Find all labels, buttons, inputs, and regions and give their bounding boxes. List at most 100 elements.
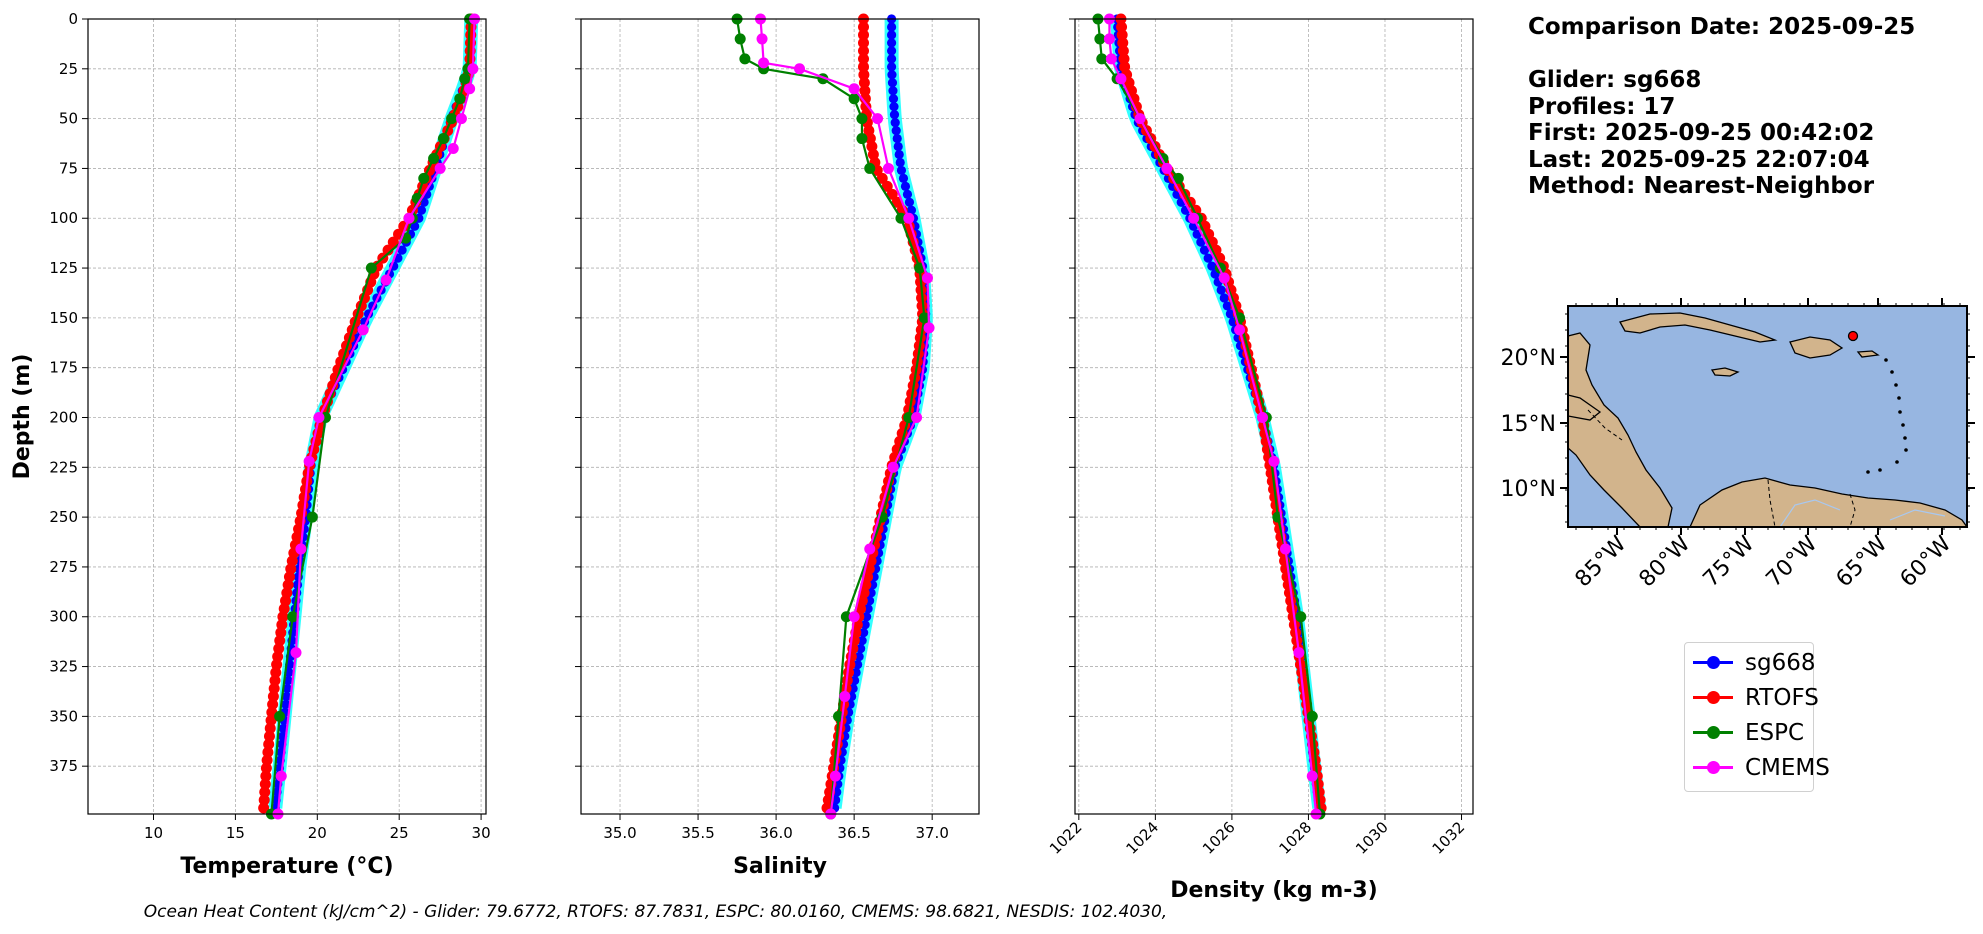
data-point [858,69,870,81]
island [1897,396,1901,400]
data-point [380,274,392,286]
data-point [263,730,275,742]
data-point [261,754,273,766]
data-point [275,770,287,782]
lon-label: 75°W [1699,531,1760,592]
axes-frame [87,18,487,815]
data-point [287,611,299,623]
data-point [859,628,869,638]
x-tick-label: 1032 [1429,818,1469,858]
data-point [1172,172,1184,184]
data-point [267,690,279,702]
data-point [902,189,913,199]
y-tick-label: 25 [59,60,78,78]
x-axis-label: Salinity [733,854,827,879]
data-point [856,644,866,654]
data-point [265,714,277,726]
data-point [756,33,768,45]
data-point [888,86,898,96]
data-point [1118,53,1130,65]
data-point [887,70,897,80]
data-point [1116,29,1128,41]
data-point [858,53,870,65]
data-point [848,93,860,105]
data-point [1134,113,1146,125]
legend: sg668 RTOFS ESPC CMEMS [1684,642,1830,792]
data-point [863,604,873,614]
data-point [858,77,870,89]
island [1884,358,1888,362]
data-point [890,118,900,128]
island [1898,410,1902,414]
data-point [447,143,459,155]
data-point [858,29,870,41]
data-point [886,38,897,48]
data-point [274,710,286,722]
data-point [1225,309,1235,319]
y-axis-label: Depth (m) [10,354,35,480]
data-point [1295,611,1307,623]
data-point [904,197,915,207]
data-point [454,93,466,105]
data-point [864,162,876,174]
last-time-text: Last: 2025-09-25 22:07:04 [1528,146,1870,173]
data-point [794,63,806,75]
lon-label: 80°W [1635,531,1696,592]
data-point [1306,770,1318,782]
data-point [416,205,427,215]
data-point [895,157,905,168]
profiles-text: Profiles: 17 [1528,93,1676,120]
x-tick-label: 10 [144,824,163,842]
ohc-footer-text: Ocean Heat Content (kJ/cm^2) - Glider: 7… [143,902,1168,922]
first-time-text: First: 2025-09-25 00:42:02 [1528,120,1875,146]
axes-frame [580,18,980,815]
data-point [858,61,870,73]
data-point [1117,37,1129,49]
y-tick-label: 300 [49,608,78,626]
y-tick-label: 350 [49,707,78,725]
data-point [887,461,899,473]
legend-item-cmems: CMEMS [1685,753,1830,783]
profile-panel-2: 35.0 35.5 36.0 36.5 37.0 Salinity [575,13,980,879]
data-point [1103,33,1115,45]
legend-item-sg668: sg668 [1685,648,1815,678]
data-point [906,205,917,215]
legend-label: CMEMS [1745,755,1830,781]
data-point [264,722,276,734]
x-tick-label: 30 [472,824,491,842]
data-point [270,667,282,679]
data-point [1116,21,1128,33]
data-point [282,683,292,694]
legend-item-espc: ESPC [1685,718,1813,748]
data-point [921,272,933,284]
country-border [1587,409,1623,441]
lat-label: 20°N [1501,346,1556,371]
data-point [1279,543,1291,555]
data-point [403,212,415,224]
data-point [387,236,399,248]
x-tick-label: 1024 [1122,818,1162,858]
data-point [856,133,868,145]
data-point [853,659,863,670]
x-tick-label: 1030 [1352,818,1392,858]
x-tick-label: 1022 [1046,818,1086,858]
island [1895,460,1899,464]
data-point [1293,647,1305,659]
data-point [1257,411,1269,423]
island [1894,383,1898,387]
data-point [455,113,467,125]
y-tick-label: 325 [49,658,78,676]
y-tick-label: 375 [49,757,78,775]
data-point [357,324,369,336]
data-point [1117,45,1129,57]
lon-label: 60°W [1896,531,1957,592]
y-tick-label: 75 [59,159,78,177]
x-tick-label: 37.0 [915,824,948,842]
data-point [434,162,446,174]
data-point [856,113,868,125]
data-point [886,46,897,56]
data-point [865,596,875,606]
data-point [898,173,909,183]
data-point [1218,272,1230,284]
